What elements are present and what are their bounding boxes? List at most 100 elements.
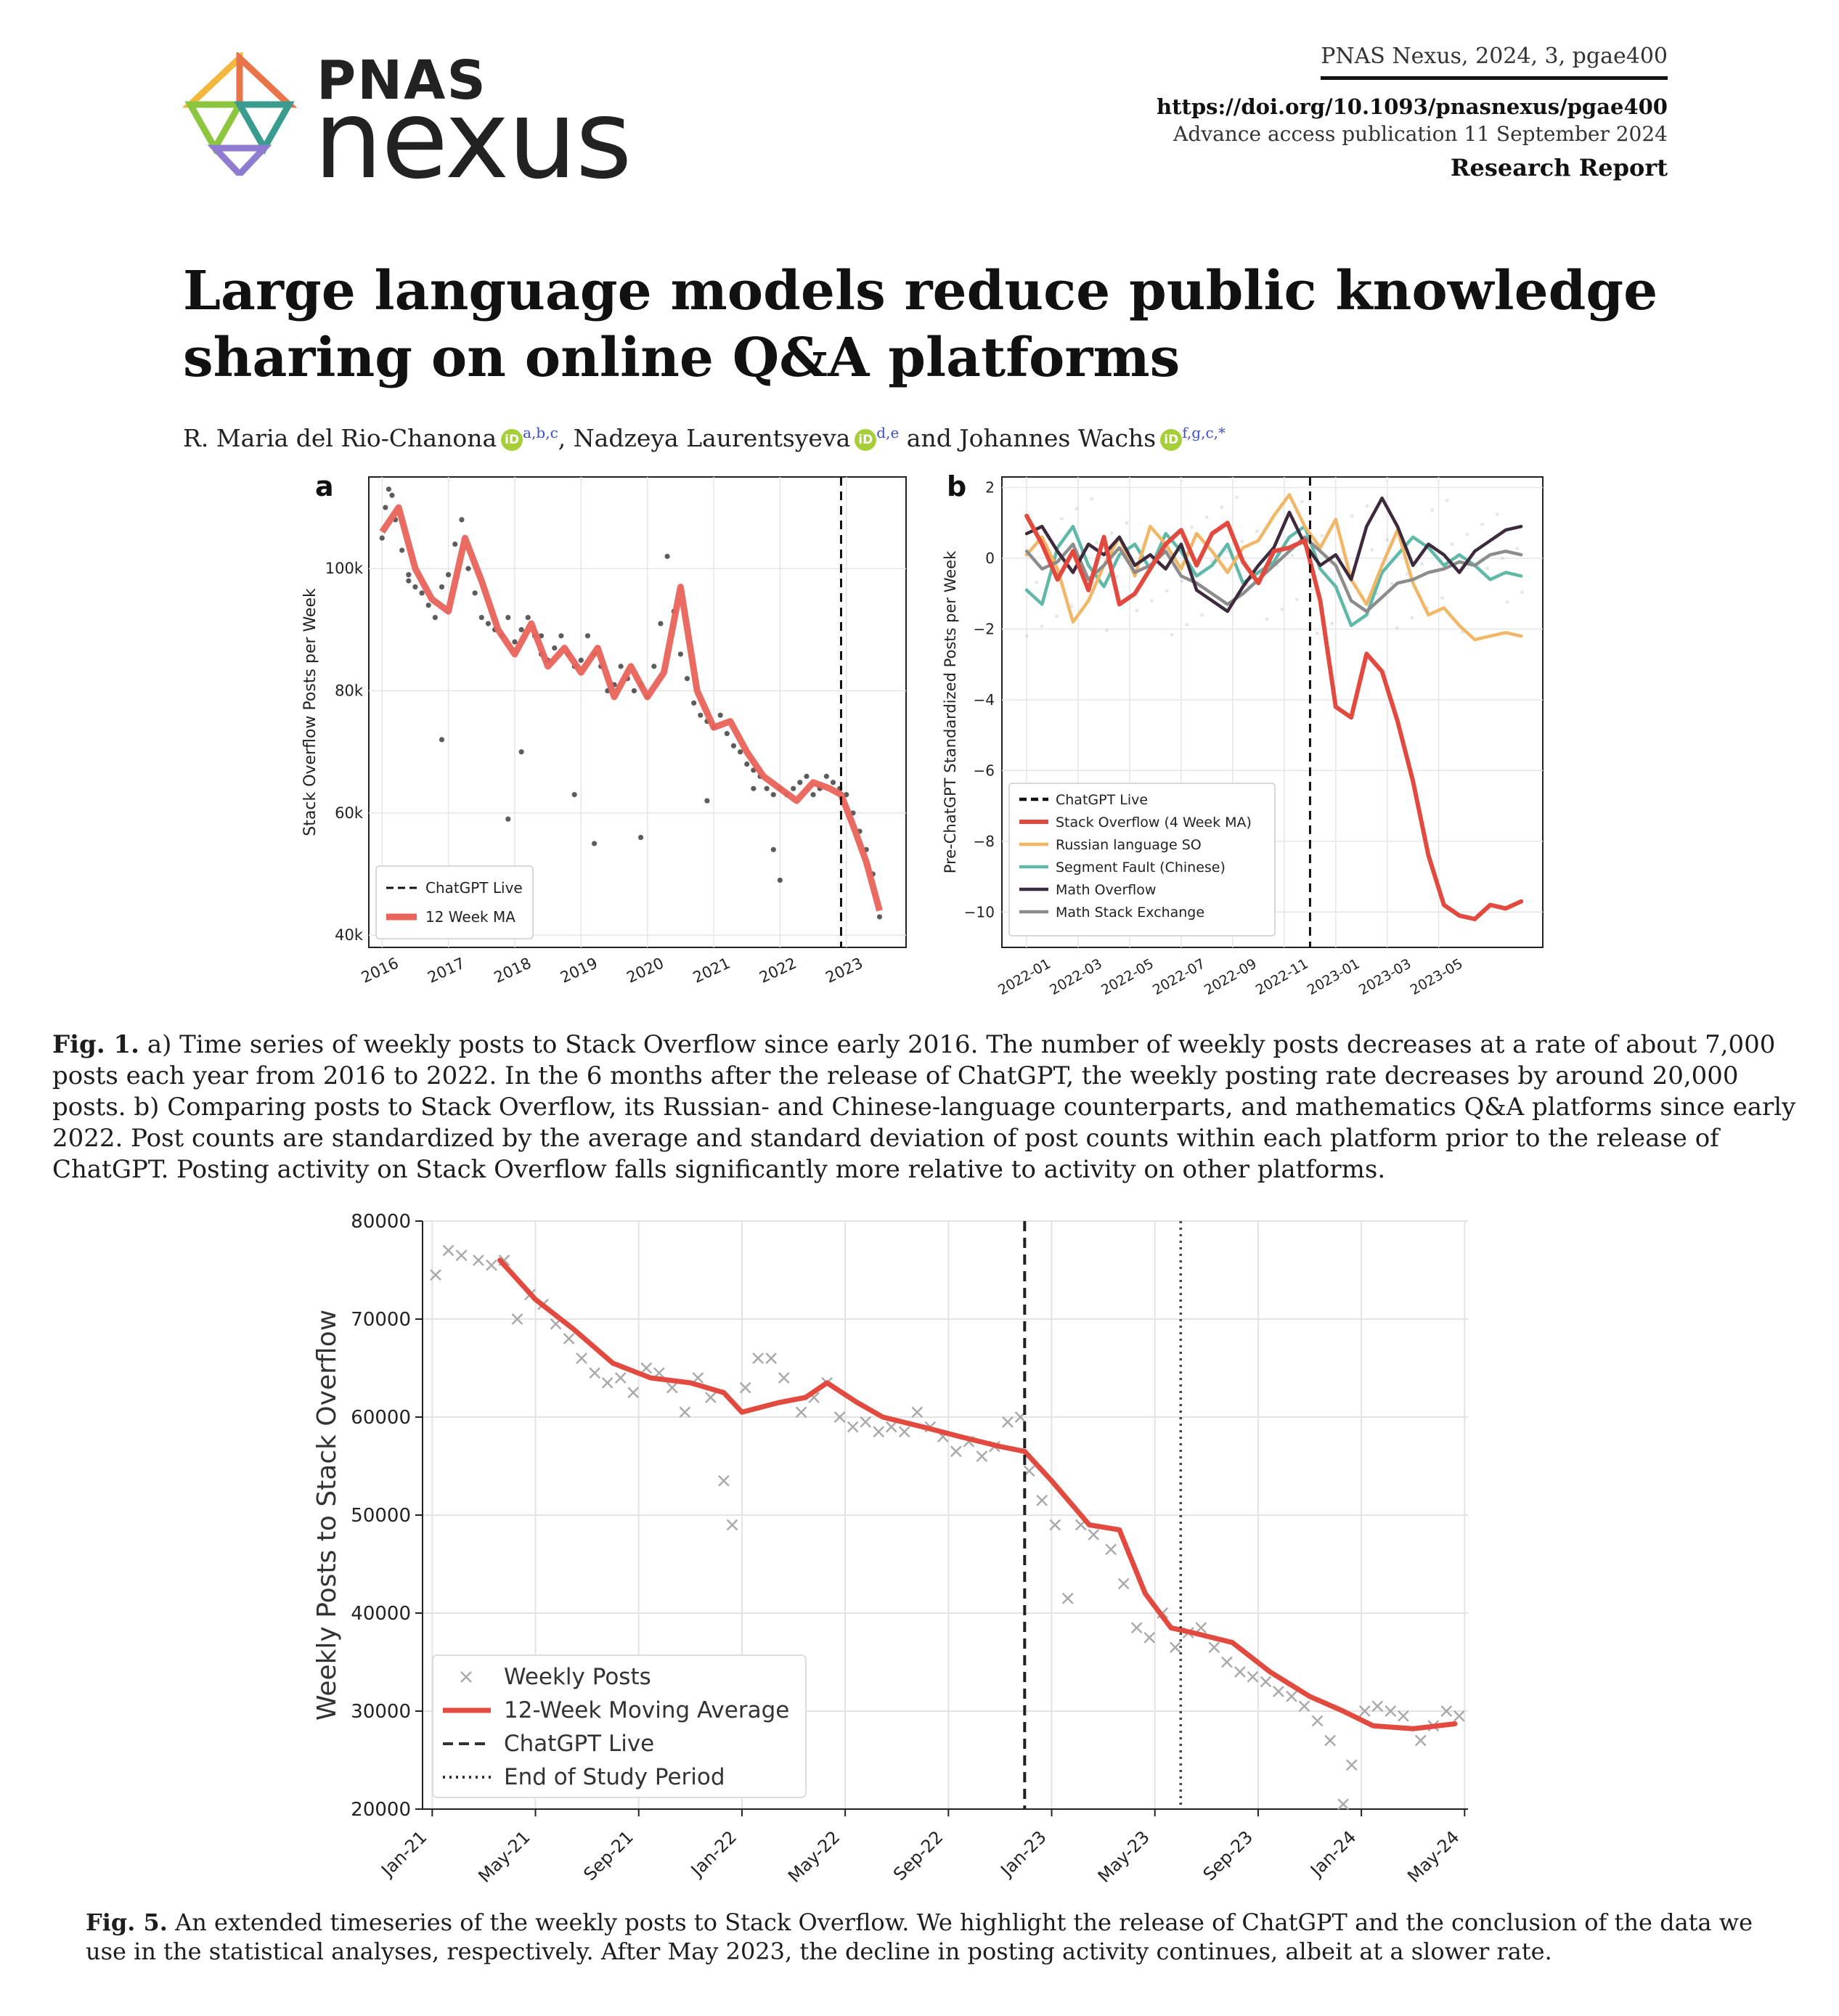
logo-word-pnas: PNAS <box>317 49 487 112</box>
x-tick-label: Jan-23 <box>996 1827 1051 1881</box>
data-point <box>518 627 524 632</box>
x-tick-label: Sep-21 <box>579 1827 637 1885</box>
marker-stroke <box>614 1372 627 1384</box>
orcid-icon[interactable]: iD <box>501 429 523 451</box>
series-line-math-overflow <box>1024 496 1523 613</box>
background-point <box>1149 599 1154 603</box>
data-point-x-marker <box>1208 1641 1220 1654</box>
data-point-x-marker <box>739 1382 751 1394</box>
data-point-x-marker <box>1195 1622 1207 1634</box>
data-point <box>744 761 750 767</box>
data-point <box>465 566 471 571</box>
legend-label: ChatGPT Live <box>504 1731 654 1757</box>
background-point <box>1430 508 1435 513</box>
data-point-x-marker <box>1337 1798 1349 1811</box>
data-point-x-marker <box>486 1259 497 1271</box>
figure-5-caption-text: An extended timeseries of the weekly pos… <box>86 1909 1753 1965</box>
data-point <box>664 553 670 560</box>
data-point <box>412 584 418 590</box>
data-point <box>525 614 531 621</box>
background-point <box>1420 562 1424 566</box>
author-name[interactable]: Johannes Wachs <box>959 424 1157 452</box>
background-point <box>1255 529 1259 534</box>
data-point <box>383 505 388 510</box>
background-point <box>1450 542 1454 547</box>
data-point-x-marker <box>442 1244 454 1257</box>
y-axis-label: Stack Overflow Posts per Week <box>301 588 319 836</box>
data-point-x-marker <box>778 1372 790 1384</box>
article-type: Research Report <box>1450 154 1668 181</box>
x-tick-label: May-24 <box>1403 1827 1463 1886</box>
data-point <box>631 687 637 694</box>
x-tick-label: 2023-03 <box>1356 955 1414 998</box>
y-tick-label: 2 <box>985 479 995 497</box>
orcid-icon[interactable]: iD <box>855 429 877 451</box>
author-affiliation: a,b,c <box>523 424 558 441</box>
data-point-x-marker <box>627 1387 640 1399</box>
data-point-x-marker <box>726 1519 738 1531</box>
data-point <box>651 664 657 669</box>
orcid-icon[interactable]: iD <box>1160 429 1183 451</box>
marker-stroke <box>752 1352 764 1364</box>
data-point <box>379 535 385 541</box>
marker-stroke <box>885 1421 897 1433</box>
data-point-x-marker <box>614 1372 627 1384</box>
author-name[interactable]: R. Maria del Rio-Chanona <box>183 424 497 452</box>
background-point <box>1280 607 1284 611</box>
data-point <box>684 676 690 682</box>
data-point-x-marker <box>511 1313 523 1325</box>
marker-stroke <box>1345 1759 1358 1771</box>
series-line-12-week-ma <box>379 504 883 912</box>
background-point <box>1515 546 1520 550</box>
background-point <box>1445 498 1449 502</box>
x-tick-label: Sep-22 <box>889 1827 947 1885</box>
background-point <box>1405 571 1409 576</box>
legend-label: Math Stack Exchange <box>1056 905 1204 921</box>
y-tick-label: 30000 <box>351 1701 411 1723</box>
data-point <box>518 749 524 755</box>
data-point-x-marker <box>950 1445 962 1458</box>
background-point <box>1185 623 1189 627</box>
y-tick-label: −10 <box>964 903 995 921</box>
data-point-x-marker <box>430 1269 441 1281</box>
y-tick-label: 40k <box>335 926 364 944</box>
background-point <box>1095 541 1099 545</box>
data-point <box>618 664 624 669</box>
data-point <box>691 700 697 706</box>
data-point <box>698 712 704 718</box>
background-point <box>1135 608 1139 613</box>
legend-label: Segment Fault (Chinese) <box>1056 860 1226 876</box>
marker-stroke <box>1398 1710 1409 1722</box>
x-tick-label: 2022-03 <box>1047 955 1105 998</box>
marker-stroke <box>1105 1543 1117 1556</box>
marker-stroke <box>1143 1631 1156 1644</box>
data-point <box>704 798 710 804</box>
data-point-x-marker <box>1002 1416 1014 1428</box>
marker-stroke <box>1260 1676 1272 1688</box>
background-point <box>1495 513 1499 517</box>
data-point-x-marker <box>1130 1622 1143 1634</box>
x-tick-label: 2016 <box>359 954 401 986</box>
marker-stroke <box>430 1269 441 1281</box>
marker-stroke <box>692 1372 704 1384</box>
figure-5-label: Fig. 5. <box>86 1909 168 1936</box>
background-point <box>1480 522 1485 526</box>
doi-link[interactable]: https://doi.org/10.1093/pnasnexus/pgae40… <box>1157 94 1668 119</box>
background-point <box>1165 589 1169 593</box>
y-tick-label: 50000 <box>351 1505 411 1527</box>
background-point <box>1395 626 1399 630</box>
figure-1-label: Fig. 1. <box>52 1030 139 1059</box>
data-point-x-marker <box>765 1352 778 1364</box>
marker-stroke <box>739 1382 751 1394</box>
data-point <box>797 780 803 785</box>
marker-stroke <box>1036 1494 1048 1506</box>
marker-stroke <box>1117 1578 1130 1590</box>
legend-box <box>432 1654 807 1798</box>
data-point-x-marker <box>692 1372 704 1384</box>
author-name[interactable]: Nadzeya Laurentsyeva <box>573 424 851 452</box>
data-point-x-marker <box>1247 1670 1259 1683</box>
marker-stroke <box>1298 1700 1310 1713</box>
author-affiliation: d,e <box>876 424 900 441</box>
background-point <box>1199 613 1204 617</box>
author-separator: and <box>906 424 952 452</box>
